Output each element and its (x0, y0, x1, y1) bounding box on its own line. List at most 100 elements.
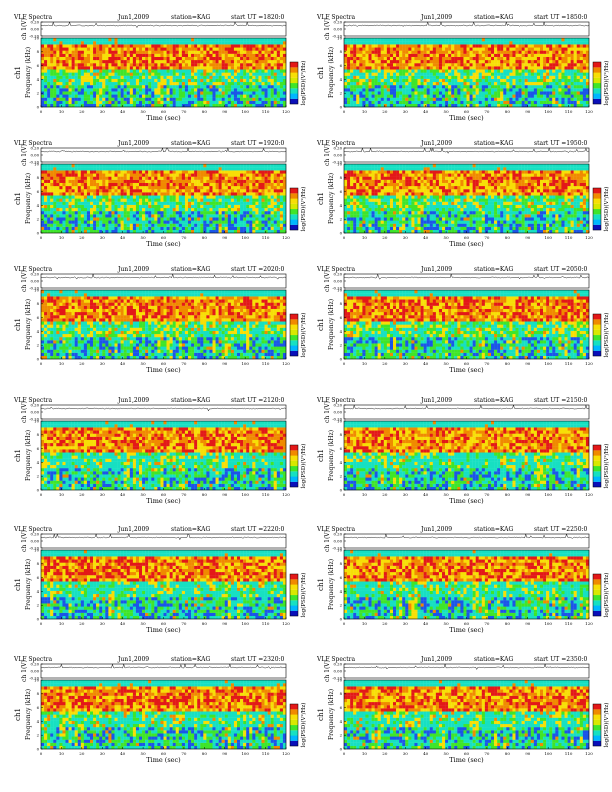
spectrogram-cell (145, 173, 149, 177)
spectrogram-cell (154, 41, 158, 45)
spectrogram-cell (356, 103, 360, 108)
spectrogram-cell (540, 97, 544, 101)
spectrogram-cell (212, 78, 216, 83)
spectrogram-cell (521, 41, 525, 45)
spectrogram-cell (252, 81, 256, 86)
spectrogram-cell (86, 201, 91, 205)
spectrogram-cell (111, 185, 115, 190)
spectrogram-cell (435, 94, 440, 98)
spectrogram-cell (512, 81, 516, 86)
spectrogram-cell (99, 170, 103, 174)
spectrogram-cell (139, 217, 143, 221)
spectrogram-cell (44, 229, 48, 234)
spectrogram-cell (41, 173, 45, 177)
spectrogram-cell (209, 223, 213, 227)
spectrogram-cell (209, 207, 213, 212)
spectrogram-cell (129, 53, 134, 57)
spectrogram-cell (252, 38, 256, 42)
spectrogram-cell (53, 75, 57, 79)
spectrogram-cell (191, 38, 195, 42)
spectrogram-cell (197, 72, 201, 76)
spectrogram-cell (389, 97, 394, 101)
spectrogram-cell (47, 182, 51, 187)
time-xtick-label: 100 (241, 109, 249, 114)
spectrogram-cell (123, 167, 127, 171)
spectrogram-cell (484, 66, 489, 70)
spectrogram-cell (114, 198, 118, 202)
spectrogram-cell (533, 50, 538, 54)
spectrogram-cell (96, 56, 100, 61)
spectrogram-cell (543, 100, 547, 105)
spectrogram-cell (50, 85, 54, 89)
spectrogram-cell (50, 226, 54, 231)
spectrogram-cell (405, 38, 409, 42)
spectrogram-cell (93, 185, 97, 190)
spectrogram-cell (212, 50, 216, 54)
spectrogram-cell (157, 69, 161, 73)
spectrogram-cell (454, 47, 458, 51)
spectrogram-cell (218, 63, 222, 67)
spectrogram-cell (224, 47, 228, 51)
spectrogram-cell (96, 85, 100, 89)
spectrogram-cell (463, 81, 467, 86)
spectrogram-cell (157, 167, 161, 171)
spectrogram-cell (463, 47, 467, 51)
spectrogram-cell (512, 63, 516, 67)
spectrogram-cell (96, 198, 100, 202)
spectrogram-cell (200, 207, 204, 212)
spectrogram-cell (129, 173, 134, 177)
spectrogram-cell (567, 66, 571, 70)
spectrogram-cell (536, 50, 541, 54)
spectrogram-cell (178, 201, 183, 205)
spectrogram-cell (47, 103, 51, 108)
spectrogram-cell (460, 72, 464, 76)
spectrogram-cell (546, 85, 550, 89)
spectrogram-cell (218, 81, 222, 86)
spectrogram-cell (172, 217, 176, 221)
spectrogram-cell (365, 38, 369, 42)
spectrogram-cell (114, 164, 118, 168)
spectrogram-cell (353, 94, 357, 98)
spectrogram-cell (90, 182, 94, 187)
spectrogram-cell (218, 59, 222, 64)
spectrogram-cell (402, 59, 406, 64)
spectrogram-cell (200, 91, 204, 95)
spectrogram-cell (145, 204, 149, 209)
spectrogram-cell (62, 167, 66, 171)
spectrogram-cell (426, 66, 430, 70)
spectrogram-cell (457, 50, 461, 54)
spectrogram-cell (68, 226, 72, 231)
spectrogram-cell (117, 198, 121, 202)
spectrogram-cell (148, 217, 152, 221)
spectrogram-cell (197, 185, 201, 190)
spectrogram-cell (524, 94, 528, 98)
spectrogram-cell (521, 78, 525, 83)
spectrogram-cell (570, 94, 574, 98)
spectrogram-cell (543, 53, 547, 57)
spectrogram-cell (86, 217, 91, 221)
spectrogram-cell (521, 85, 525, 89)
spectrogram-cell (44, 220, 48, 224)
spectrogram-cell (543, 44, 547, 48)
spectrogram-cell (218, 53, 222, 57)
spectrogram-cell (160, 66, 164, 70)
spectrogram-cell (169, 56, 173, 61)
spectrogram-cell (414, 91, 418, 95)
spectrogram-cell (194, 201, 198, 205)
spectrogram-cell (148, 63, 152, 67)
spectrogram-cell (178, 75, 183, 79)
spectrogram-cell (184, 97, 189, 101)
spectrogram-cell (203, 170, 207, 174)
spectrogram-cell (579, 69, 584, 73)
spectrogram-cell (215, 41, 219, 45)
spectrogram-cell (209, 38, 213, 42)
spectrogram-cell (552, 103, 556, 108)
spectrogram-cell (77, 53, 81, 57)
spectrogram-cell (209, 214, 213, 218)
spectrogram-cell (546, 88, 550, 92)
spectrogram-cell (206, 173, 210, 177)
time-xtick-label: 30 (403, 109, 409, 114)
spectrogram-cell (111, 226, 115, 231)
spectrogram-cell (160, 229, 164, 234)
spectrogram-cell (148, 88, 152, 92)
